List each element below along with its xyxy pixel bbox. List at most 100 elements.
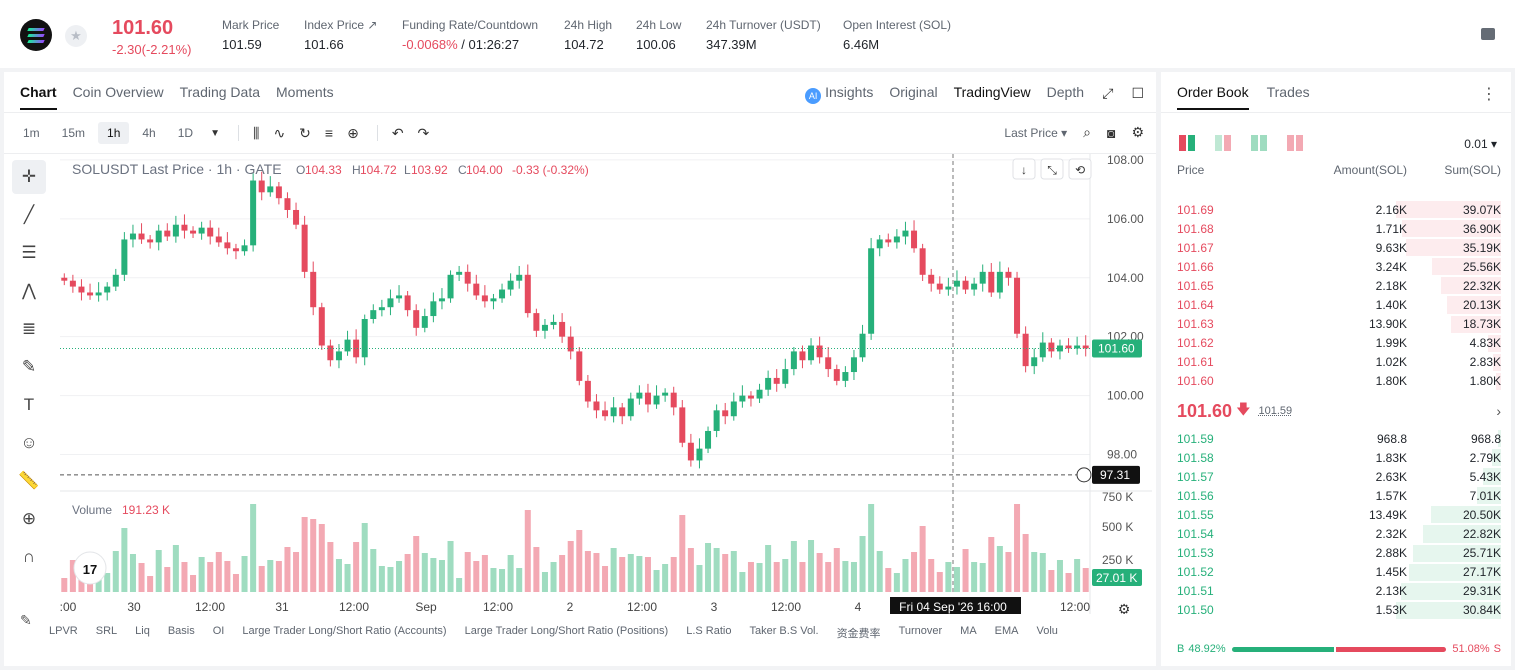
tab-order-book[interactable]: Order Book xyxy=(1177,84,1249,110)
bid-row[interactable]: 101.56 1.57K 7.01K xyxy=(1161,486,1511,505)
book-icon[interactable] xyxy=(1481,28,1495,40)
bid-row[interactable]: 101.58 1.83K 2.79K xyxy=(1161,448,1511,467)
candle-body xyxy=(327,345,334,361)
fib-tool-icon[interactable]: ≣ xyxy=(21,319,37,338)
bid-row[interactable]: 101.55 13.49K 20.50K xyxy=(1161,505,1511,524)
tab-trades[interactable]: Trades xyxy=(1266,84,1310,100)
trendline-tool-icon[interactable]: ╱ xyxy=(23,205,35,224)
indicator-item[interactable]: Basis xyxy=(167,625,195,637)
pattern-tool-icon[interactable]: ⋀ xyxy=(22,281,36,300)
indicators-icon[interactable]: ∿ xyxy=(273,124,286,141)
ask-row[interactable]: 101.62 1.99K 4.83K xyxy=(1161,334,1511,353)
indicator-item[interactable]: L.S Ratio xyxy=(686,625,732,637)
replay-icon[interactable]: ↻ xyxy=(299,124,311,141)
text-tool-icon[interactable]: T xyxy=(23,395,35,414)
view-asks-icon[interactable] xyxy=(1251,135,1267,151)
collapse-icon[interactable] xyxy=(1040,158,1064,180)
ask-row[interactable]: 101.66 3.24K 25.56K xyxy=(1161,257,1511,276)
ask-row[interactable]: 101.64 1.40K 20.13K xyxy=(1161,295,1511,314)
bid-row[interactable]: 101.57 2.63K 5.43K xyxy=(1161,467,1511,486)
tab-trading-data[interactable]: Trading Data xyxy=(179,84,261,100)
camera-icon[interactable]: ◙ xyxy=(1106,124,1116,141)
zoom-tool-icon[interactable]: ⊕ xyxy=(21,509,37,528)
timeframe-4h[interactable]: 4h xyxy=(142,126,156,140)
ask-row[interactable]: 101.61 1.02K 2.83K xyxy=(1161,353,1511,372)
bid-row[interactable]: 101.51 2.13K 29.31K xyxy=(1161,582,1511,601)
indicator-item[interactable]: Volu xyxy=(1036,625,1058,637)
indicator-item[interactable]: 资金费率 xyxy=(836,628,881,640)
brush-tool-icon[interactable]: ✎ xyxy=(21,357,37,376)
ask-row[interactable]: 101.68 1.71K 36.90K xyxy=(1161,219,1511,238)
templates-icon[interactable]: ≡ xyxy=(324,125,334,141)
timeframe-1d[interactable]: 1D xyxy=(177,126,194,140)
scroll-down-icon[interactable] xyxy=(1012,158,1036,180)
indicator-item[interactable]: OI xyxy=(212,625,225,637)
volume-bar xyxy=(825,562,832,592)
candle-type-icon[interactable]: ⫼ xyxy=(252,124,260,141)
view-both-icon[interactable] xyxy=(1179,135,1195,151)
view-sells-icon[interactable] xyxy=(1287,135,1303,151)
mid-price-row[interactable]: 101.60 🡇 101.59 › xyxy=(1177,399,1501,423)
undo-icon[interactable]: ↶ xyxy=(391,124,404,141)
favorite-star-icon[interactable]: ★ xyxy=(65,25,87,47)
candle-body xyxy=(258,180,265,193)
crosshair-tool-icon[interactable]: ✛ xyxy=(12,160,46,194)
ruler-tool-icon[interactable]: 📏 xyxy=(18,471,40,490)
price-source-select[interactable]: Last Price ▾ xyxy=(1004,125,1068,140)
bid-row[interactable]: 101.53 2.88K 25.71K xyxy=(1161,544,1511,563)
edit-pencil-icon[interactable]: ✎ xyxy=(20,612,32,628)
emoji-tool-icon[interactable]: ☺ xyxy=(20,433,38,452)
ask-row[interactable]: 101.67 9.63K 35.19K xyxy=(1161,238,1511,257)
ask-row[interactable]: 101.69 2.16K 39.07K xyxy=(1161,200,1511,219)
ask-row[interactable]: 101.60 1.80K 1.80K xyxy=(1161,372,1511,391)
bid-row[interactable]: 101.52 1.45K 27.17K xyxy=(1161,563,1511,582)
candle-body xyxy=(301,224,308,272)
indicator-item[interactable]: Large Trader Long/Short Ratio (Positions… xyxy=(464,625,669,637)
search-icon[interactable]: ⌕ xyxy=(1083,124,1091,140)
legend-ohlc-chg: -0.33 (-0.32%) xyxy=(512,163,589,177)
magnet-tool-icon[interactable]: ∩ xyxy=(22,547,36,566)
tab-moments[interactable]: Moments xyxy=(276,84,334,100)
indicator-item[interactable]: Liq xyxy=(135,625,150,637)
indicator-item[interactable]: MA xyxy=(960,625,977,637)
buy-ratio-bar xyxy=(1231,646,1335,652)
axis-settings-icon[interactable]: ⚙ xyxy=(1118,601,1131,614)
settings-gear-icon[interactable]: ⚙ xyxy=(1131,124,1144,140)
timeframe-1h[interactable]: 1h xyxy=(98,122,130,144)
timeframe-15m[interactable]: 15m xyxy=(61,126,86,140)
channel-tool-icon[interactable]: ☰ xyxy=(21,243,37,262)
tab-depth[interactable]: Depth xyxy=(1046,84,1084,100)
more-options-icon[interactable]: ⋮ xyxy=(1481,86,1497,103)
tab-original[interactable]: Original xyxy=(889,84,938,100)
chevron-right-icon[interactable]: › xyxy=(1496,403,1501,419)
bid-row[interactable]: 101.59 968.8 968.8 xyxy=(1161,429,1511,448)
fit-icon[interactable] xyxy=(1068,158,1092,180)
bid-row[interactable]: 101.54 2.32K 22.82K xyxy=(1161,524,1511,543)
ask-row[interactable]: 101.63 13.90K 18.73K xyxy=(1161,315,1511,334)
view-bids-icon[interactable] xyxy=(1215,135,1231,151)
expand-icon[interactable]: ⤢ xyxy=(1102,85,1114,101)
timeframe-1m[interactable]: 1m xyxy=(23,126,40,140)
ask-row[interactable]: 101.65 2.18K 22.32K xyxy=(1161,276,1511,295)
precision-select[interactable]: 0.01 ▾ xyxy=(1464,137,1497,151)
indicator-item[interactable]: Taker B.S Vol. xyxy=(749,625,819,637)
indicator-item[interactable]: SRL xyxy=(95,625,118,637)
tab-chart[interactable]: Chart xyxy=(20,84,57,110)
volume-bar xyxy=(919,526,926,592)
redo-icon[interactable]: ↷ xyxy=(417,124,430,141)
window-icon[interactable]: ☐ xyxy=(1131,85,1144,101)
bid-row[interactable]: 101.50 1.53K 30.84K xyxy=(1161,601,1511,620)
indicator-item[interactable]: EMA xyxy=(994,625,1019,637)
indicator-item[interactable]: LPVR xyxy=(49,625,78,637)
tab-insights[interactable]: AI Insights xyxy=(805,84,873,104)
indicator-item[interactable]: Turnover xyxy=(898,625,943,637)
legend-ohlc-l_label: L xyxy=(404,163,411,177)
timeframe-dropdown-icon[interactable]: ▼ xyxy=(210,127,220,139)
tab-coin-overview[interactable]: Coin Overview xyxy=(72,84,164,100)
stat-index-price[interactable]: Index Price ↗ 101.66 xyxy=(304,18,378,52)
add-alert-icon[interactable]: ⊕ xyxy=(347,124,359,141)
tab-tradingview[interactable]: TradingView xyxy=(953,84,1031,100)
indicator-item[interactable]: Large Trader Long/Short Ratio (Accounts) xyxy=(242,625,447,637)
volume-bar xyxy=(644,557,651,592)
